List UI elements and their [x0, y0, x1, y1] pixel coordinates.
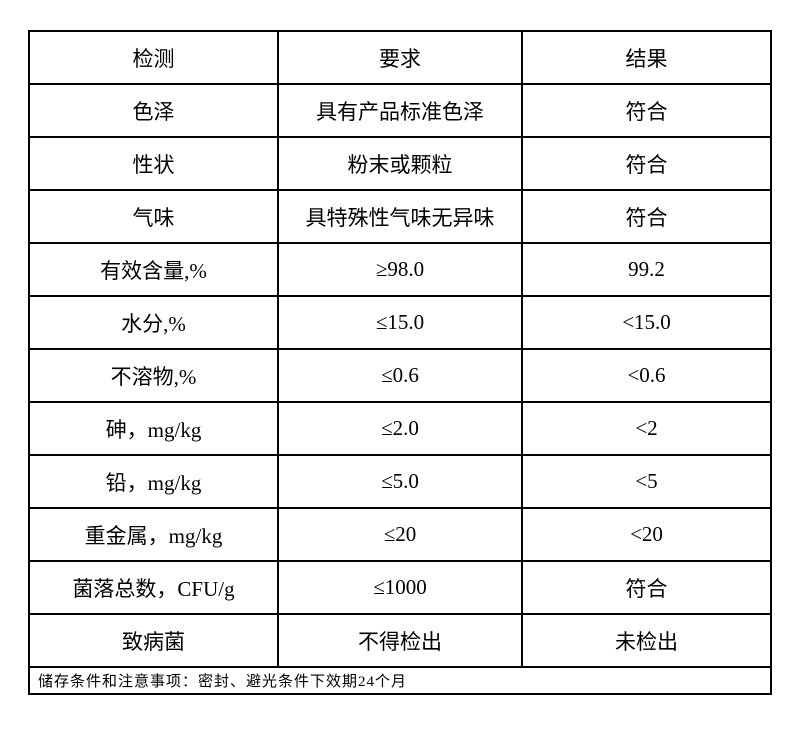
table-row: 水分,% ≤15.0 <15.0	[28, 295, 772, 350]
cell-test-item: 不溶物,%	[28, 348, 279, 403]
cell-requirement: ≥98.0	[277, 242, 523, 297]
header-result: 结果	[521, 30, 772, 85]
table-row: 菌落总数，CFU/g ≤1000 符合	[28, 560, 772, 615]
table-row: 色泽 具有产品标准色泽 符合	[28, 83, 772, 138]
table-header-row: 检测 要求 结果	[28, 30, 772, 85]
inspection-table: 检测 要求 结果 色泽 具有产品标准色泽 符合 性状 粉末或颗粒 符合 气味 具特殊性气味无异…	[28, 30, 772, 695]
cell-requirement: 粉末或颗粒	[277, 136, 523, 191]
cell-result: 符合	[521, 560, 772, 615]
cell-test-item: 致病菌	[28, 613, 279, 668]
cell-result: 符合	[521, 136, 772, 191]
cell-requirement: ≤5.0	[277, 454, 523, 509]
cell-test-item: 砷，mg/kg	[28, 401, 279, 456]
table-row: 重金属，mg/kg ≤20 <20	[28, 507, 772, 562]
cell-result: <20	[521, 507, 772, 562]
cell-result: 符合	[521, 189, 772, 244]
table-row: 气味 具特殊性气味无异味 符合	[28, 189, 772, 244]
table-row: 砷，mg/kg ≤2.0 <2	[28, 401, 772, 456]
cell-requirement: ≤1000	[277, 560, 523, 615]
table-row: 有效含量,% ≥98.0 99.2	[28, 242, 772, 297]
note-row: 储存条件和注意事项：密封、避光条件下效期24个月	[28, 666, 772, 695]
cell-requirement: 具特殊性气味无异味	[277, 189, 523, 244]
table-row: 不溶物,% ≤0.6 <0.6	[28, 348, 772, 403]
cell-test-item: 色泽	[28, 83, 279, 138]
cell-test-item: 性状	[28, 136, 279, 191]
cell-test-item: 菌落总数，CFU/g	[28, 560, 279, 615]
storage-note: 储存条件和注意事项：密封、避光条件下效期24个月	[28, 666, 772, 695]
header-test-item: 检测	[28, 30, 279, 85]
cell-test-item: 气味	[28, 189, 279, 244]
cell-test-item: 水分,%	[28, 295, 279, 350]
table-row: 致病菌 不得检出 未检出	[28, 613, 772, 668]
table-row: 性状 粉末或颗粒 符合	[28, 136, 772, 191]
cell-requirement: 不得检出	[277, 613, 523, 668]
cell-result: <0.6	[521, 348, 772, 403]
cell-requirement: 具有产品标准色泽	[277, 83, 523, 138]
header-requirement: 要求	[277, 30, 523, 85]
cell-requirement: ≤2.0	[277, 401, 523, 456]
cell-test-item: 铅，mg/kg	[28, 454, 279, 509]
cell-requirement: ≤15.0	[277, 295, 523, 350]
cell-requirement: ≤20	[277, 507, 523, 562]
cell-requirement: ≤0.6	[277, 348, 523, 403]
cell-result: 99.2	[521, 242, 772, 297]
cell-test-item: 重金属，mg/kg	[28, 507, 279, 562]
cell-test-item: 有效含量,%	[28, 242, 279, 297]
cell-result: <2	[521, 401, 772, 456]
cell-result: <15.0	[521, 295, 772, 350]
cell-result: 未检出	[521, 613, 772, 668]
cell-result: <5	[521, 454, 772, 509]
table-row: 铅，mg/kg ≤5.0 <5	[28, 454, 772, 509]
cell-result: 符合	[521, 83, 772, 138]
